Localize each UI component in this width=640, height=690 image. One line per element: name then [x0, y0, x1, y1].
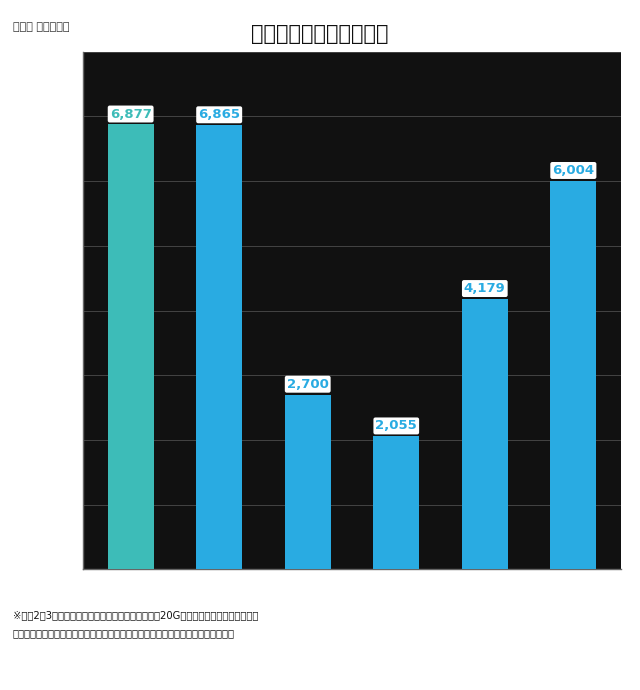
Bar	[285, 395, 331, 569]
Text: ※令和2年3月時点。各都市のシェア上位の事業者（20Gバイトの月額プランで比較）: ※令和2年3月時点。各都市のシェア上位の事業者（20Gバイトの月額プランで比較）	[13, 611, 258, 620]
Text: 携帯電話料金の国際比較: 携帯電話料金の国際比較	[252, 24, 388, 44]
Bar	[550, 181, 596, 569]
Text: 2,700: 2,700	[287, 377, 329, 391]
Text: （税込 単位：円）: （税込 単位：円）	[13, 22, 69, 32]
Bar	[462, 299, 508, 569]
Bar	[373, 436, 419, 569]
Text: 6,865: 6,865	[198, 108, 240, 121]
Bar	[196, 125, 242, 569]
Text: 6,877: 6,877	[109, 108, 152, 121]
Text: 4,179: 4,179	[464, 282, 506, 295]
Text: 2,055: 2,055	[376, 420, 417, 433]
Bar	[108, 124, 154, 569]
Text: 6,004: 6,004	[552, 164, 595, 177]
Text: 出所：総務省「電気通信サービスに係る内外価格差調査－令和元年度調査結果－」: 出所：総務省「電気通信サービスに係る内外価格差調査－令和元年度調査結果－」	[13, 628, 235, 638]
